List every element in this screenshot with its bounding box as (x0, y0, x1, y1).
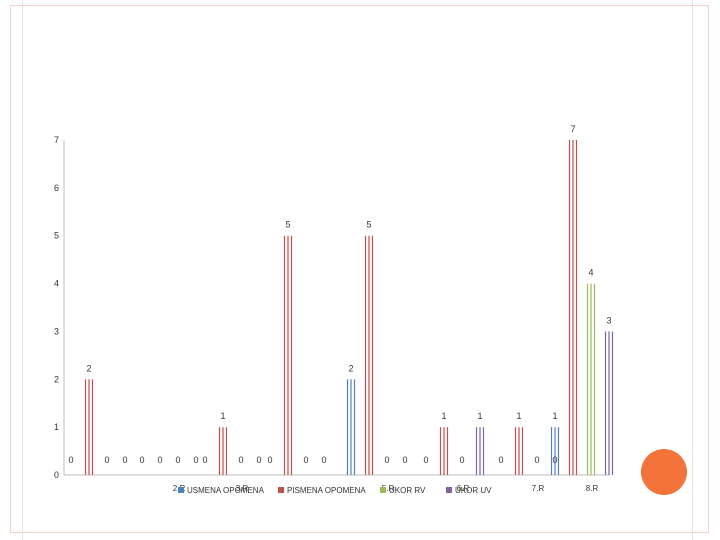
bar-value-label: 5 (366, 220, 371, 230)
bar-mark (218, 427, 228, 475)
category-label: 6.R (457, 484, 470, 493)
bar-value-label: 0 (104, 455, 109, 465)
y-tick-label: 6 (54, 183, 59, 193)
bar-value-label: 3 (606, 315, 611, 325)
legend-swatch (446, 487, 452, 493)
legend-item: USMENA OPOMENA (178, 486, 265, 495)
bar-mark (439, 427, 449, 475)
legend-label: UKOR RV (389, 486, 426, 495)
bar-mark (346, 379, 356, 475)
bar-value-label: 0 (202, 455, 207, 465)
bar-value-label: 1 (552, 411, 557, 421)
accent-circle-decoration (641, 449, 687, 495)
bar-value-label: 0 (498, 455, 503, 465)
legend-swatch (278, 487, 284, 493)
legend-item: PISMENA OPOMENA (278, 486, 366, 495)
bar-value-label: 2 (86, 363, 91, 373)
legend-label: PISMENA OPOMENA (287, 486, 366, 495)
legend-item: UKOR RV (380, 486, 426, 495)
bar-value-label: 2 (348, 363, 353, 373)
y-tick-label: 0 (54, 470, 59, 480)
y-tick-label: 5 (54, 231, 59, 241)
category-label: 7.R (532, 484, 545, 493)
left-border-rule (22, 0, 23, 540)
bar-value-label: 1 (441, 411, 446, 421)
y-tick-label: 1 (54, 422, 59, 432)
bar-mark (586, 283, 596, 475)
bar-value-label: 0 (157, 455, 162, 465)
bar-value-label: 0 (267, 455, 272, 465)
category-label: 8.R (586, 484, 599, 493)
bar-mark (475, 427, 485, 475)
bar-mark (283, 235, 293, 475)
bar-mark (364, 235, 374, 475)
legend-item: UKOR UV (446, 486, 492, 495)
bar-value-label: 0 (534, 455, 539, 465)
bar-mark (550, 427, 560, 475)
bars-group (84, 140, 614, 475)
bar-value-label: 0 (303, 455, 308, 465)
y-tick-label: 2 (54, 374, 59, 384)
right-border-rule (692, 0, 693, 540)
y-tick-label: 7 (54, 135, 59, 145)
category-label: 3.R (236, 484, 249, 493)
bar-value-label: 0 (139, 455, 144, 465)
bar-value-label: 0 (423, 455, 428, 465)
legend-swatch (178, 487, 184, 493)
bar-value-label: 7 (570, 124, 575, 134)
legend-label: UKOR UV (455, 486, 492, 495)
bar-mark (514, 427, 524, 475)
bar-value-label: 1 (220, 411, 225, 421)
bar-mark (84, 379, 94, 475)
bar-value-label: 0 (122, 455, 127, 465)
legend: USMENA OPOMENA PISMENA OPOMENA UKOR RV UKOR… (178, 486, 492, 495)
bar-value-label: 0 (552, 455, 557, 465)
bar-value-label: 0 (238, 455, 243, 465)
bar-value-label: 0 (256, 455, 261, 465)
y-tick-label: 3 (54, 326, 59, 336)
bar-value-label: 0 (68, 455, 73, 465)
bar-value-label: 5 (285, 220, 290, 230)
bar-value-label: 0 (321, 455, 326, 465)
bar-value-label: 1 (477, 411, 482, 421)
bar-value-label: 0 (459, 455, 464, 465)
y-tick-label: 4 (54, 279, 59, 289)
bar-value-label: 4 (588, 268, 593, 278)
bar-value-label: 1 (516, 411, 521, 421)
legend-label: USMENA OPOMENA (187, 486, 265, 495)
y-tick-labels: 0 1 2 3 4 5 6 7 (54, 135, 59, 480)
category-label: 5.R (382, 484, 395, 493)
bar-mark (604, 331, 614, 475)
bar-value-label: 0 (175, 455, 180, 465)
bar-value-label: 0 (402, 455, 407, 465)
bar-mark (568, 140, 578, 475)
legend-swatch (380, 487, 386, 493)
bar-value-label: 0 (193, 455, 198, 465)
bar-value-label: 0 (384, 455, 389, 465)
slide-frame (10, 5, 709, 533)
